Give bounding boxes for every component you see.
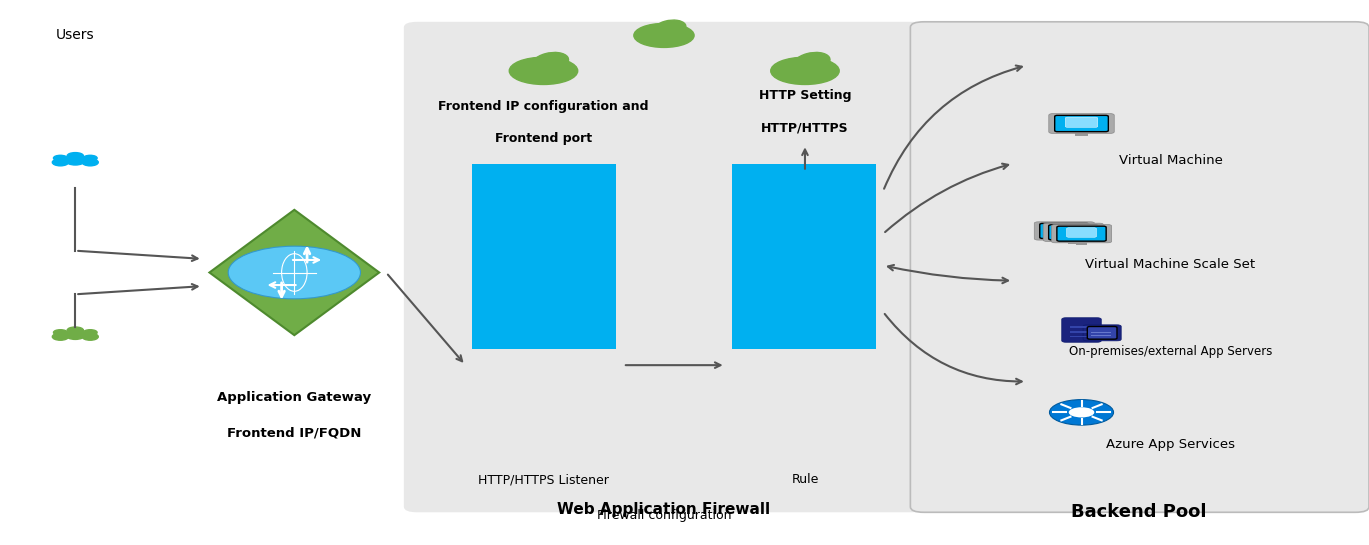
Bar <box>1060 239 1071 243</box>
Circle shape <box>634 23 694 47</box>
Bar <box>1071 326 1092 328</box>
FancyBboxPatch shape <box>1054 116 1109 132</box>
Circle shape <box>84 155 97 161</box>
Bar <box>1091 331 1112 333</box>
FancyBboxPatch shape <box>1062 318 1101 342</box>
Ellipse shape <box>533 52 568 71</box>
Bar <box>732 164 876 349</box>
Ellipse shape <box>52 159 68 166</box>
Ellipse shape <box>52 333 68 340</box>
Bar <box>1061 131 1102 133</box>
Ellipse shape <box>82 159 99 166</box>
Circle shape <box>67 327 84 334</box>
Bar <box>1071 336 1092 337</box>
Ellipse shape <box>82 333 99 340</box>
Bar <box>472 164 616 349</box>
Circle shape <box>771 57 839 84</box>
Text: HTTP/HTTPS: HTTP/HTTPS <box>761 122 849 135</box>
FancyBboxPatch shape <box>1058 226 1088 236</box>
FancyBboxPatch shape <box>1051 225 1112 243</box>
FancyBboxPatch shape <box>1043 223 1103 241</box>
Bar <box>1091 335 1112 336</box>
Text: Users: Users <box>56 28 94 43</box>
FancyBboxPatch shape <box>1049 225 1098 240</box>
FancyBboxPatch shape <box>1065 117 1098 128</box>
Circle shape <box>509 57 578 84</box>
FancyBboxPatch shape <box>404 22 924 512</box>
FancyBboxPatch shape <box>1066 228 1097 237</box>
Text: Web Application Firewall: Web Application Firewall <box>557 502 771 517</box>
Text: Frontend IP configuration and: Frontend IP configuration and <box>438 100 649 113</box>
Circle shape <box>84 330 97 335</box>
Bar <box>1046 238 1084 240</box>
FancyBboxPatch shape <box>1057 226 1106 241</box>
Text: Virtual Machine Scale Set: Virtual Machine Scale Set <box>1086 258 1255 271</box>
Text: On-premises/external App Servers: On-premises/external App Servers <box>1069 345 1272 358</box>
Text: HTTP Setting: HTTP Setting <box>758 89 852 102</box>
Text: Firewall configuration: Firewall configuration <box>597 508 731 522</box>
Bar <box>1071 331 1092 332</box>
Polygon shape <box>209 210 379 335</box>
Text: HTTP/HTTPS Listener: HTTP/HTTPS Listener <box>478 473 609 486</box>
Ellipse shape <box>654 20 686 37</box>
Text: Backend Pool: Backend Pool <box>1072 503 1206 522</box>
Text: Application Gateway: Application Gateway <box>218 391 371 404</box>
FancyBboxPatch shape <box>1049 113 1114 134</box>
FancyBboxPatch shape <box>1083 325 1121 341</box>
Text: Virtual Machine: Virtual Machine <box>1118 154 1223 167</box>
FancyBboxPatch shape <box>910 22 1369 512</box>
Bar <box>1062 241 1101 243</box>
Circle shape <box>67 153 84 159</box>
Circle shape <box>229 246 360 299</box>
Bar <box>1076 242 1087 245</box>
FancyBboxPatch shape <box>1040 223 1090 239</box>
Ellipse shape <box>66 331 85 340</box>
Text: Azure App Services: Azure App Services <box>1106 438 1235 451</box>
FancyBboxPatch shape <box>1035 222 1095 240</box>
Circle shape <box>53 330 67 335</box>
Text: Frontend IP/FQDN: Frontend IP/FQDN <box>227 427 361 440</box>
Circle shape <box>1069 407 1094 417</box>
Circle shape <box>53 155 67 161</box>
FancyBboxPatch shape <box>1087 326 1117 339</box>
Circle shape <box>1050 399 1113 425</box>
Ellipse shape <box>66 157 85 165</box>
Bar <box>1054 240 1092 241</box>
Bar <box>1068 241 1079 244</box>
Text: Frontend port: Frontend port <box>496 132 591 146</box>
Ellipse shape <box>794 52 830 71</box>
Bar <box>1076 132 1087 136</box>
FancyBboxPatch shape <box>1050 225 1080 234</box>
Text: Rule: Rule <box>791 473 819 486</box>
